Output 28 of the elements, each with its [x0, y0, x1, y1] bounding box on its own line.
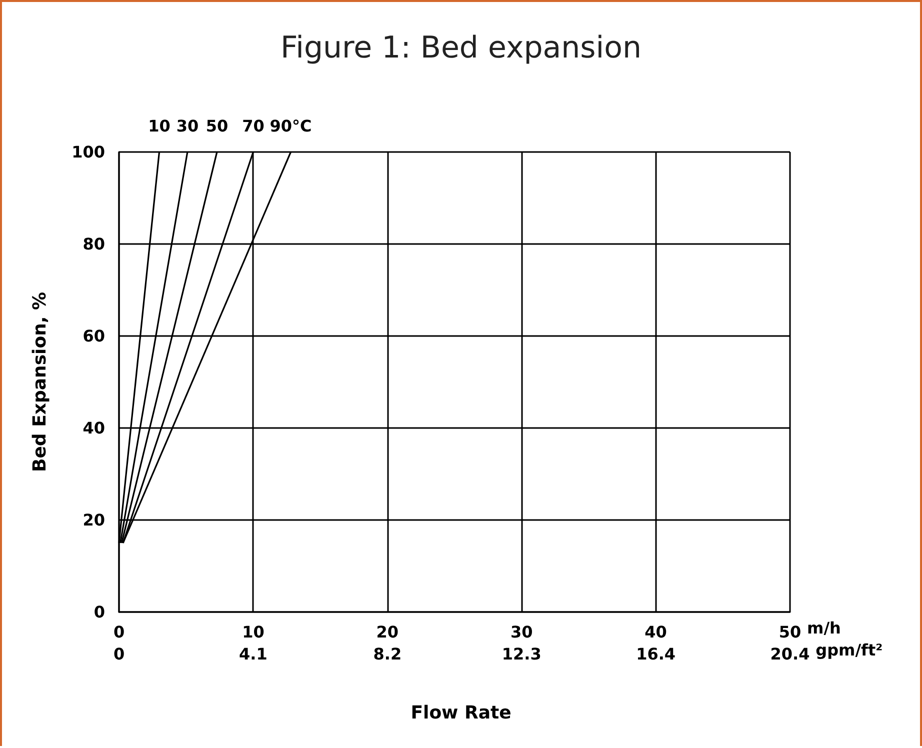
y-tick-label: 40	[82, 418, 105, 438]
x-tick-label: 0	[113, 622, 125, 642]
x-tick-label: 10	[242, 622, 264, 642]
series-label: 70	[242, 116, 264, 136]
y-tick-label: 100	[72, 142, 105, 162]
x2-tick-label: 20.4	[770, 644, 810, 664]
x-tick-label: 20	[376, 622, 399, 642]
y-axis-title: Bed Expansion, %	[30, 292, 50, 472]
series-label: 50	[206, 116, 228, 136]
y-tick-label: 0	[94, 602, 105, 622]
x2-tick-label: 4.1	[239, 644, 268, 664]
text: gpm/ft²	[816, 640, 883, 660]
x2-tick-label: 12.3	[502, 644, 542, 664]
y-tick-label: 80	[82, 234, 105, 254]
x2-tick-label: 16.4	[636, 644, 676, 664]
series-label: 90°C	[270, 116, 312, 136]
x-axis-title: Flow Rate	[410, 702, 512, 724]
x-tick-label: 30	[510, 622, 533, 642]
series-label: 30	[176, 116, 199, 136]
series-label: 10	[148, 116, 170, 136]
chart-title: Figure 1: Bed expansion	[280, 30, 642, 66]
x2-tick-label: 8.2	[373, 644, 402, 664]
x2-tick-label: 0	[113, 644, 125, 664]
text: m/h	[807, 618, 841, 638]
y-tick-label: 60	[82, 326, 105, 346]
y-tick-label: 20	[82, 510, 105, 530]
x-tick-label: 50	[778, 622, 802, 642]
x-tick-label: 40	[644, 622, 667, 642]
